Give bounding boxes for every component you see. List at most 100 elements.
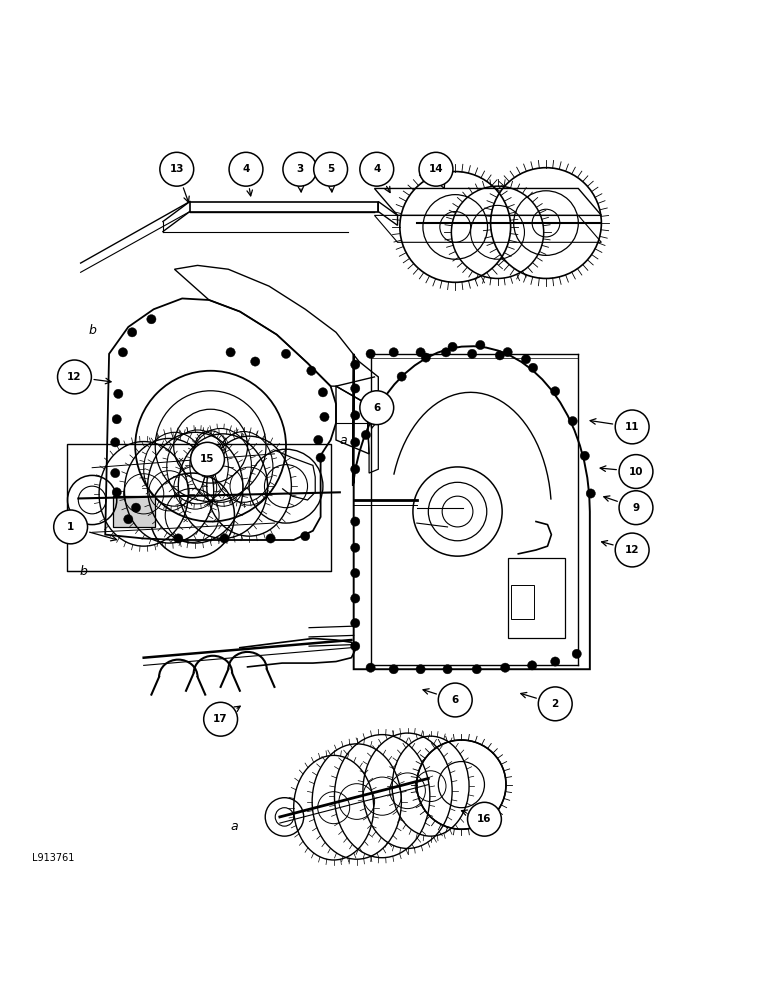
Circle shape [468,349,477,358]
Text: 14: 14 [428,164,443,174]
Circle shape [316,453,325,462]
Circle shape [377,398,386,407]
Circle shape [350,438,360,447]
Text: 13: 13 [170,164,184,174]
Circle shape [615,533,649,567]
Text: 12: 12 [67,372,82,382]
Circle shape [529,363,537,372]
Circle shape [495,351,504,360]
Circle shape [503,348,513,357]
Circle shape [191,442,225,476]
Circle shape [131,503,141,512]
Bar [507,558,565,638]
Circle shape [389,665,398,674]
Circle shape [360,152,394,186]
Circle shape [419,152,453,186]
Circle shape [538,687,572,721]
Text: 15: 15 [200,454,215,464]
Circle shape [448,342,457,351]
Circle shape [422,353,431,362]
Text: 9: 9 [632,503,639,513]
Text: 4: 4 [242,164,249,174]
Text: b: b [80,565,88,578]
Circle shape [472,665,482,674]
Text: a: a [231,820,239,833]
Bar [113,496,155,527]
Circle shape [54,510,87,544]
Circle shape [281,349,290,358]
Circle shape [110,438,120,447]
Text: 3: 3 [296,164,303,174]
Circle shape [320,412,329,422]
Text: b: b [88,324,96,337]
Text: a: a [340,434,347,447]
Circle shape [360,391,394,425]
Circle shape [313,435,323,445]
Circle shape [112,488,121,497]
Circle shape [366,663,375,672]
Circle shape [476,340,485,350]
Circle shape [350,543,360,552]
Circle shape [550,387,560,396]
Text: 2: 2 [552,699,559,709]
Circle shape [443,665,452,674]
Circle shape [160,152,194,186]
Circle shape [113,389,123,398]
Text: 11: 11 [625,422,639,432]
Circle shape [572,649,581,658]
Circle shape [361,430,371,440]
Circle shape [283,152,317,186]
Circle shape [389,348,398,357]
Circle shape [568,417,577,426]
Circle shape [124,515,133,524]
Circle shape [251,357,260,366]
Circle shape [318,388,327,397]
Circle shape [110,468,120,478]
Circle shape [226,348,235,357]
Circle shape [416,665,425,674]
Circle shape [229,152,263,186]
Bar [510,585,533,619]
Text: 12: 12 [625,545,639,555]
Circle shape [397,372,406,381]
Circle shape [350,465,360,474]
Circle shape [58,360,91,394]
Text: 6: 6 [452,695,459,705]
Circle shape [619,491,653,525]
Circle shape [127,328,137,337]
Circle shape [350,360,360,369]
Circle shape [112,415,121,424]
Circle shape [366,349,375,358]
Text: 5: 5 [327,164,334,174]
Circle shape [550,657,560,666]
Circle shape [442,348,451,357]
Circle shape [350,411,360,420]
Circle shape [416,348,425,357]
Circle shape [147,315,156,324]
Circle shape [350,384,360,393]
Circle shape [350,594,360,603]
Circle shape [350,618,360,628]
Text: 1: 1 [67,522,74,532]
Circle shape [615,410,649,444]
Circle shape [500,663,510,672]
Circle shape [468,802,501,836]
Text: 10: 10 [628,467,643,477]
Circle shape [521,355,530,364]
Circle shape [619,455,653,488]
Circle shape [581,451,589,460]
Circle shape [306,366,316,375]
Circle shape [204,702,238,736]
Circle shape [438,683,472,717]
Circle shape [586,489,595,498]
Circle shape [300,532,310,541]
Circle shape [266,534,276,543]
Circle shape [220,534,229,543]
Circle shape [527,661,537,670]
Circle shape [350,568,360,578]
Text: 17: 17 [213,714,228,724]
Circle shape [350,517,360,526]
Text: 4: 4 [373,164,381,174]
Text: 16: 16 [477,814,492,824]
Circle shape [118,348,127,357]
